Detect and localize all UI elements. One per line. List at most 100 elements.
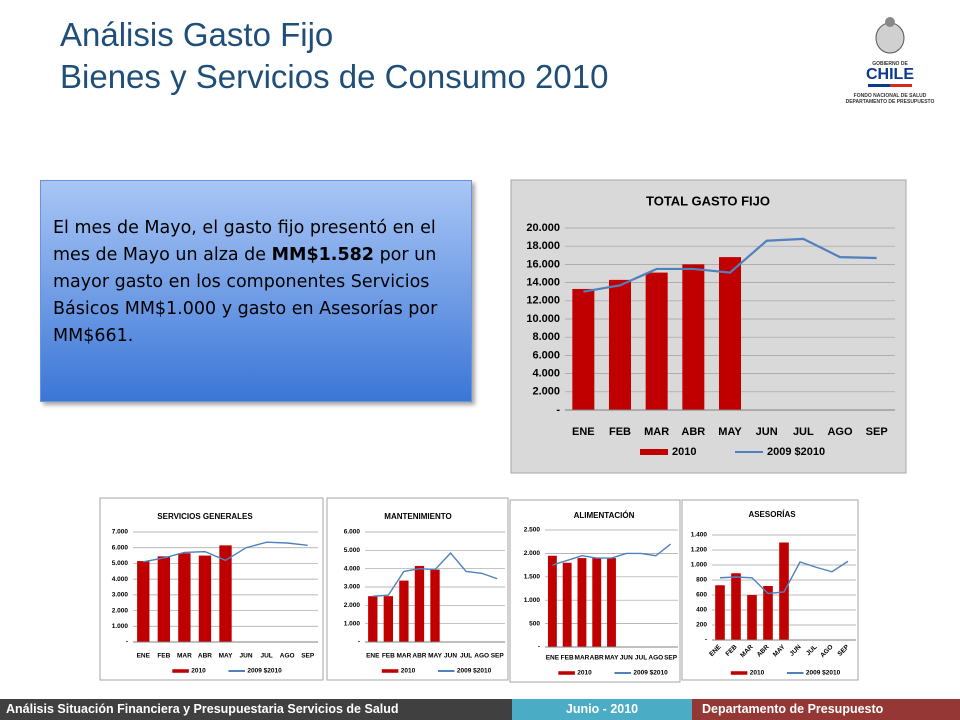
y-tick-label: 2.000: [532, 386, 560, 398]
legend-swatch: [172, 669, 189, 673]
line: [552, 543, 672, 566]
x-tick-label: ABR: [681, 426, 705, 438]
bar: [414, 565, 425, 642]
line: [719, 560, 849, 595]
x-tick-label: FEB: [382, 653, 395, 660]
x-tick-label: ABR: [412, 653, 426, 660]
x-tick-label: ENE: [546, 655, 560, 662]
line: [143, 541, 308, 563]
legend-label: 2010: [672, 446, 696, 458]
x-tick-label: ABR: [590, 655, 604, 662]
y-tick-label: 2.000: [524, 550, 541, 557]
x-tick-label: SEP: [664, 655, 678, 662]
y-tick-label: -: [538, 644, 540, 651]
x-tick-label: JUL: [460, 653, 472, 660]
y-tick-label: 10.000: [526, 313, 560, 325]
bar: [719, 257, 741, 410]
x-tick-label: MAY: [605, 655, 620, 662]
x-tick-label: MAR: [396, 653, 411, 660]
x-tick-label: MAY: [219, 653, 234, 660]
bar: [592, 558, 602, 647]
x-tick-label: ENE: [572, 426, 595, 438]
y-tick-label: 2.500: [524, 527, 541, 534]
bar: [399, 580, 409, 642]
legend-label: 2009 $2010: [247, 668, 282, 675]
coat-of-arms: [875, 17, 905, 54]
x-tick-label: JUN: [756, 426, 778, 438]
bar: [747, 595, 757, 640]
bar: [715, 585, 725, 640]
bar: [562, 562, 572, 647]
legend-swatch: [381, 669, 399, 673]
y-tick-label: 1.000: [112, 623, 129, 630]
y-tick-label: 16.000: [526, 258, 560, 270]
x-tick-label: JUN: [240, 653, 253, 660]
bar: [178, 553, 191, 642]
line: [372, 552, 498, 597]
y-tick-label: 14.000: [526, 277, 560, 289]
x-tick-label: FEB: [609, 426, 631, 438]
y-tick-label: 3.000: [344, 584, 361, 591]
x-tick-label: AGO: [827, 426, 853, 438]
x-tick-label: FEB: [561, 655, 574, 662]
logo-country: CHILE: [866, 66, 914, 83]
x-tick-label: JUL: [260, 653, 272, 660]
body-text: por un mayor gasto en los componentes Se…: [53, 245, 438, 346]
legend-swatch: [730, 671, 748, 675]
body-text: El mes de Mayo, el gasto fijo presentó e…: [53, 218, 436, 265]
footer-left: Análisis Situación Financiera y Presupue…: [0, 699, 512, 720]
legend-label: 2009 $2010: [457, 668, 492, 675]
y-tick-label: 4.000: [112, 576, 129, 583]
y-tick-label: 5.000: [344, 547, 361, 554]
logo: GOBIERNO DE CHILE FONDO NACIONAL DE SALU…: [840, 14, 940, 105]
bar: [645, 272, 668, 410]
line: [583, 237, 877, 293]
bar: [577, 558, 587, 647]
charts: TOTAL GASTO FIJO - 2.000 4.000 6.000 8.000 10.…: [99, 179, 907, 683]
bar: [682, 264, 705, 410]
bar: [609, 279, 631, 410]
legend-label: 2010: [750, 670, 765, 677]
y-tick-label: 1.500: [524, 574, 541, 581]
x-tick-label: MAY: [718, 426, 742, 438]
y-tick-label: 4.000: [532, 368, 560, 380]
y-tick-label: 800: [696, 577, 707, 584]
y-tick-label: 6.000: [112, 544, 129, 551]
x-tick-label: ENE: [137, 653, 151, 660]
chart-title: ALIMENTACIÓN: [574, 511, 635, 520]
y-tick-label: 8.000: [532, 331, 560, 343]
chart-title: TOTAL GASTO FIJO: [646, 193, 770, 208]
legend-label: 2010: [577, 670, 592, 677]
bar: [157, 556, 170, 642]
bar: [731, 573, 741, 640]
y-tick-label: 2.000: [344, 602, 361, 609]
footer: Análisis Situación Financiera y Presupue…: [0, 699, 960, 720]
chart-title: ASESORÍAS: [748, 510, 796, 519]
y-tick-label: 600: [696, 592, 707, 599]
footer-center: Junio - 2010: [512, 699, 692, 720]
x-tick-label: AGO: [280, 653, 295, 660]
legend-swatch: [558, 671, 575, 675]
y-tick-label: 2.000: [112, 607, 129, 614]
body-text-bold: MM$1.582: [271, 245, 374, 265]
chart-title: MANTENIMIENTO: [384, 512, 451, 521]
y-tick-label: 7.000: [112, 529, 129, 536]
y-tick-label: 1.000: [691, 562, 708, 569]
x-tick-label: MAR: [575, 655, 590, 662]
x-tick-label: ENE: [366, 653, 380, 660]
y-tick-label: 6.000: [344, 529, 361, 536]
y-tick-label: -: [556, 404, 560, 416]
y-tick-label: 6.000: [532, 349, 560, 361]
x-tick-label: JUL: [635, 655, 647, 662]
y-tick-label: 400: [696, 607, 707, 614]
y-tick-label: -: [705, 637, 707, 644]
bar: [547, 555, 557, 647]
logo-text: GOBIERNO DE: [872, 61, 908, 67]
bar: [198, 555, 212, 642]
x-tick-label: MAR: [644, 426, 669, 438]
y-tick-label: 500: [529, 620, 540, 627]
y-tick-label: 4.000: [344, 565, 361, 572]
logo-text: DEPARTAMENTO DE PRESUPUESTO: [845, 99, 935, 105]
legend-label: 2009 $2010: [767, 446, 825, 458]
